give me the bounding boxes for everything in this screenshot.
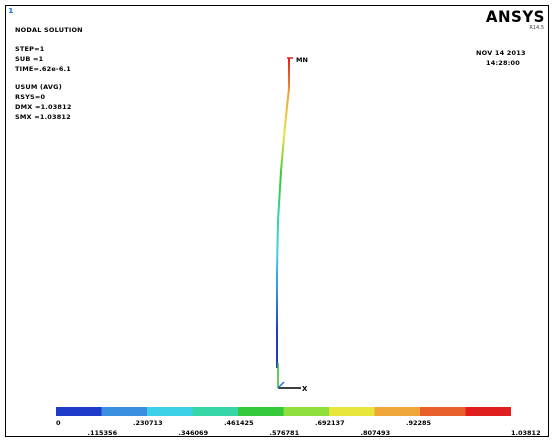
- legend-color-segment: [147, 407, 193, 416]
- legend-color-segment: [101, 407, 148, 416]
- coordinate-triad: X: [277, 363, 308, 393]
- info-line: STEP=1: [15, 45, 45, 53]
- legend-color-segment: [329, 407, 375, 416]
- legend-color-segment: [374, 407, 421, 416]
- legend-color-segment: [283, 407, 330, 416]
- beam-element: [276, 58, 290, 368]
- info-line: SUB =1: [15, 55, 44, 63]
- date-label: NOV 14 2013: [476, 49, 526, 57]
- info-line: USUM (AVG): [15, 83, 62, 91]
- info-line: SMX =1.03812: [15, 113, 71, 121]
- legend-value-label: .807493: [360, 429, 391, 437]
- mn-label: MN: [296, 56, 308, 64]
- legend-color-segment: [465, 407, 511, 416]
- legend-value-label: .115356: [87, 429, 118, 437]
- legend-value-label: 0: [56, 419, 61, 427]
- legend-value-label: 1.03812: [511, 429, 541, 437]
- legend-value-label: .92285: [406, 419, 432, 427]
- contour-legend-bar: [56, 407, 511, 416]
- info-line: RSYS=0: [15, 93, 46, 101]
- release-label: R14.5: [529, 25, 544, 31]
- triad-x-label: X: [302, 385, 308, 393]
- legend-value-label: .461425: [224, 419, 254, 427]
- time-label: 14:28:00: [486, 59, 520, 67]
- info-line: DMX =1.03812: [15, 103, 72, 111]
- legend-value-label: .230713: [133, 419, 163, 427]
- graphics-window[interactable]: 1 NODAL SOLUTION STEP=1 SUB =1 TIME=.62e…: [5, 5, 549, 437]
- deformed-beam-plot: MN X: [276, 56, 308, 393]
- legend-color-segment: [238, 407, 284, 416]
- ansys-logo: ANSYS: [485, 7, 545, 27]
- legend-value-label: .692137: [315, 419, 345, 427]
- legend-value-label: .346069: [178, 429, 209, 437]
- info-line: TIME=.62e-6.1: [15, 65, 71, 73]
- solution-title: NODAL SOLUTION: [15, 26, 83, 34]
- legend-color-segment: [192, 407, 239, 416]
- legend-color-segment: [420, 407, 466, 416]
- legend-value-label: .576781: [269, 429, 300, 437]
- legend-color-segment: [56, 407, 102, 416]
- window-number: 1: [8, 6, 14, 15]
